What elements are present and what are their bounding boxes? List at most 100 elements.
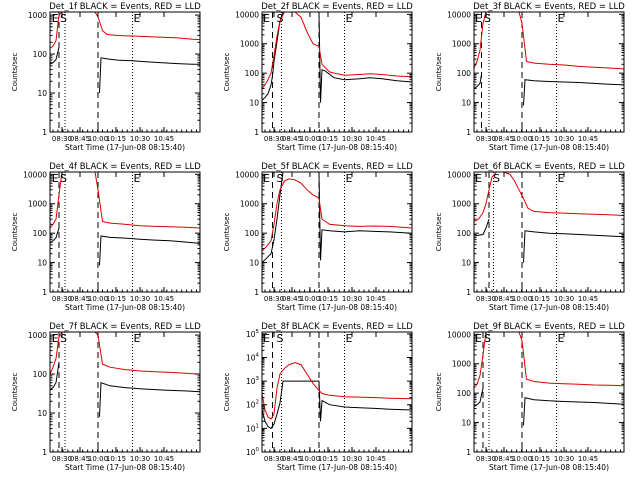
panel-title: Det_5f BLACK = Events, RED = LLD bbox=[261, 162, 413, 172]
x-tick-label: 08:30 bbox=[264, 135, 284, 143]
panel-title: Det_2f BLACK = Events, RED = LLD bbox=[261, 2, 413, 12]
marker-letter: E bbox=[52, 172, 59, 185]
plot-frame bbox=[49, 11, 201, 133]
marker-letter: E bbox=[475, 332, 482, 345]
y-tick-label: 100 bbox=[457, 229, 472, 238]
y-tick-label: 10000 bbox=[447, 10, 471, 19]
x-axis-label: Start Time (17-Jun-08 08:15:40) bbox=[489, 143, 609, 152]
detector-panel: Det_2f BLACK = Events, RED = LLD 1 10 100 10… bbox=[223, 2, 413, 152]
x-tick-label: 08:30 bbox=[52, 295, 72, 303]
plot-frame bbox=[49, 331, 201, 453]
y-tick-label: 1000 bbox=[28, 200, 47, 209]
lld-series-line bbox=[474, 12, 624, 70]
x-tick-label: 10:00 bbox=[512, 455, 532, 463]
x-tick-label: 10:15 bbox=[318, 135, 338, 143]
detector-panel: Det_1f BLACK = Events, RED = LLD 1 10 100 10… bbox=[11, 2, 201, 152]
marker-letter: E bbox=[52, 332, 59, 345]
marker-letter: E bbox=[346, 172, 353, 185]
y-tick-label: 100 bbox=[457, 69, 472, 78]
x-tick-label: 10:45 bbox=[154, 135, 174, 143]
events-series-line bbox=[50, 362, 200, 417]
x-tick-label: 08:30 bbox=[264, 455, 284, 463]
x-tick-label: 10:15 bbox=[106, 295, 126, 303]
marker-letter: E bbox=[52, 12, 59, 25]
x-tick-label: 10:30 bbox=[554, 455, 574, 463]
y-tick-exponent: 0 bbox=[256, 447, 260, 453]
events-series-line bbox=[474, 218, 624, 263]
x-tick-label: 10:45 bbox=[366, 295, 386, 303]
x-tick-label: 10:45 bbox=[154, 295, 174, 303]
y-tick-exponent: 3 bbox=[256, 376, 260, 382]
marker-letter: E bbox=[558, 12, 565, 25]
x-tick-label: 08:45 bbox=[494, 295, 514, 303]
events-series-line bbox=[262, 12, 412, 103]
marker-letter: S bbox=[277, 12, 284, 25]
events-series-line bbox=[262, 380, 412, 430]
y-axis-label: Counts/sec bbox=[435, 213, 443, 252]
x-tick-label: 08:45 bbox=[282, 135, 302, 143]
x-tick-label: 10:45 bbox=[578, 135, 598, 143]
plot-frame bbox=[261, 11, 413, 133]
detector-panel: Det_8f BLACK = Events, RED = LLD10010110… bbox=[223, 322, 413, 472]
x-tick-label: 10:45 bbox=[154, 455, 174, 463]
x-axis-label: Start Time (17-Jun-08 08:15:40) bbox=[65, 463, 185, 472]
y-tick-label: 10000 bbox=[235, 170, 259, 179]
marker-letter: E bbox=[134, 332, 141, 345]
y-axis-label: Counts/sec bbox=[11, 53, 19, 92]
y-tick-label: 104 bbox=[246, 352, 260, 362]
plot-frame bbox=[473, 11, 625, 133]
x-tick-label: 08:45 bbox=[282, 455, 302, 463]
y-tick-label: 10000 bbox=[235, 10, 259, 19]
y-tick-exponent: 2 bbox=[256, 400, 260, 406]
x-tick-label: 10:30 bbox=[130, 455, 150, 463]
y-tick-label: 10000 bbox=[23, 170, 47, 179]
x-tick-label: 08:30 bbox=[476, 135, 496, 143]
detector-panel: Det_4f BLACK = Events, RED = LLD 1 10 100 10… bbox=[11, 162, 201, 312]
plot-frame bbox=[473, 331, 625, 453]
x-tick-label: 10:00 bbox=[512, 295, 532, 303]
y-tick-label: 1 bbox=[254, 128, 259, 137]
x-tick-label: 10:15 bbox=[318, 295, 338, 303]
lld-series-line bbox=[262, 12, 412, 89]
x-tick-label: 08:45 bbox=[282, 295, 302, 303]
events-series-line bbox=[50, 47, 200, 94]
y-tick-exponent: 1 bbox=[256, 423, 260, 429]
y-axis-label: Counts/sec bbox=[11, 213, 19, 252]
x-axis-label: Start Time (17-Jun-08 08:15:40) bbox=[277, 463, 397, 472]
x-axis-label: Start Time (17-Jun-08 08:15:40) bbox=[277, 143, 397, 152]
lld-series-line bbox=[50, 332, 200, 375]
y-tick-label: 100 bbox=[33, 50, 48, 59]
y-tick-label: 1 bbox=[466, 128, 471, 137]
lld-series-line bbox=[50, 12, 200, 49]
events-series-line bbox=[50, 227, 200, 266]
x-tick-label: 10:00 bbox=[512, 135, 532, 143]
x-tick-label: 10:15 bbox=[106, 135, 126, 143]
y-tick-label: 1000 bbox=[240, 200, 259, 209]
y-tick-label: 100 bbox=[457, 389, 472, 398]
x-axis-label: Start Time (17-Jun-08 08:15:40) bbox=[489, 303, 609, 312]
marker-letter: E bbox=[263, 332, 270, 345]
y-axis-label: Counts/sec bbox=[435, 373, 443, 412]
marker-letter: S bbox=[484, 12, 491, 25]
y-tick-exponent: 4 bbox=[256, 352, 260, 358]
marker-letter: S bbox=[60, 12, 67, 25]
marker-letter: E bbox=[134, 12, 141, 25]
y-tick-label: 100 bbox=[246, 447, 260, 457]
y-tick-label: 1000 bbox=[452, 200, 471, 209]
y-tick-label: 1 bbox=[42, 448, 47, 457]
marker-letter: E bbox=[475, 172, 482, 185]
x-tick-label: 10:15 bbox=[106, 455, 126, 463]
lld-series-line bbox=[262, 178, 412, 252]
y-tick-label: 1000 bbox=[240, 40, 259, 49]
x-tick-label: 08:45 bbox=[70, 135, 90, 143]
marker-letter: S bbox=[484, 332, 491, 345]
y-tick-label: 100 bbox=[245, 69, 260, 78]
lld-series-line bbox=[474, 332, 624, 389]
x-tick-label: 10:15 bbox=[530, 135, 550, 143]
marker-letter: E bbox=[134, 172, 141, 185]
y-tick-label: 10 bbox=[37, 89, 47, 98]
marker-letter: S bbox=[493, 172, 500, 185]
y-tick-label: 1000 bbox=[452, 40, 471, 49]
y-tick-label: 1000 bbox=[28, 11, 47, 20]
